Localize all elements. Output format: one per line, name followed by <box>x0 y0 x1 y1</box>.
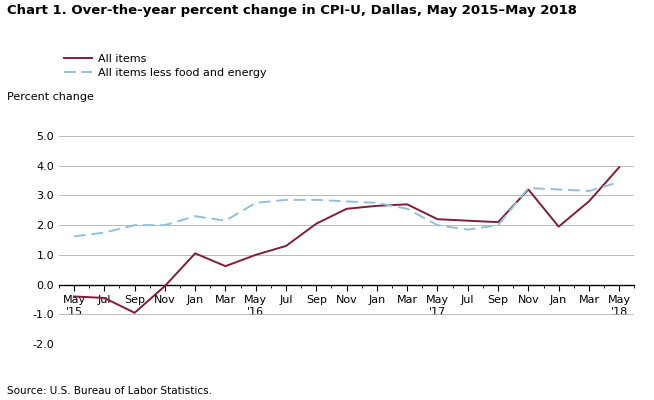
All items less food and energy <box>585 188 593 193</box>
Text: Chart 1. Over-the-year percent change in CPI-U, Dallas, May 2015–May 2018: Chart 1. Over-the-year percent change in… <box>7 4 577 17</box>
All items less food and energy <box>252 200 260 205</box>
All items <box>525 187 532 192</box>
All items less food and energy <box>464 227 472 232</box>
All items <box>191 251 199 256</box>
All items <box>343 206 351 211</box>
All items <box>70 294 78 299</box>
All items less food and energy <box>131 223 139 228</box>
All items <box>222 264 230 268</box>
All items <box>313 221 320 226</box>
Legend: All items, All items less food and energy: All items, All items less food and energ… <box>64 54 266 78</box>
Line: All items: All items <box>74 167 619 313</box>
All items <box>585 199 593 204</box>
All items less food and energy <box>191 214 199 219</box>
All items less food and energy <box>373 200 381 205</box>
All items <box>100 296 108 300</box>
All items <box>282 244 290 248</box>
All items less food and energy <box>70 234 78 239</box>
All items less food and energy <box>161 223 169 228</box>
All items less food and energy <box>222 218 230 223</box>
All items <box>434 217 441 222</box>
Text: Percent change: Percent change <box>7 92 94 102</box>
All items <box>373 204 381 208</box>
All items <box>464 218 472 223</box>
All items <box>404 202 411 207</box>
All items <box>555 224 562 229</box>
Text: Source: U.S. Bureau of Labor Statistics.: Source: U.S. Bureau of Labor Statistics. <box>7 386 211 396</box>
All items less food and energy <box>100 230 108 235</box>
All items less food and energy <box>555 187 562 192</box>
All items <box>615 165 623 170</box>
All items less food and energy <box>434 223 441 228</box>
All items <box>131 310 139 315</box>
All items less food and energy <box>494 223 502 228</box>
All items less food and energy <box>615 180 623 184</box>
All items less food and energy <box>404 206 411 211</box>
All items less food and energy <box>313 198 320 202</box>
All items <box>494 220 502 224</box>
All items less food and energy <box>343 199 351 204</box>
All items <box>252 252 260 257</box>
All items less food and energy <box>525 186 532 190</box>
Line: All items less food and energy: All items less food and energy <box>74 182 619 236</box>
All items <box>161 284 169 288</box>
All items less food and energy <box>282 198 290 202</box>
